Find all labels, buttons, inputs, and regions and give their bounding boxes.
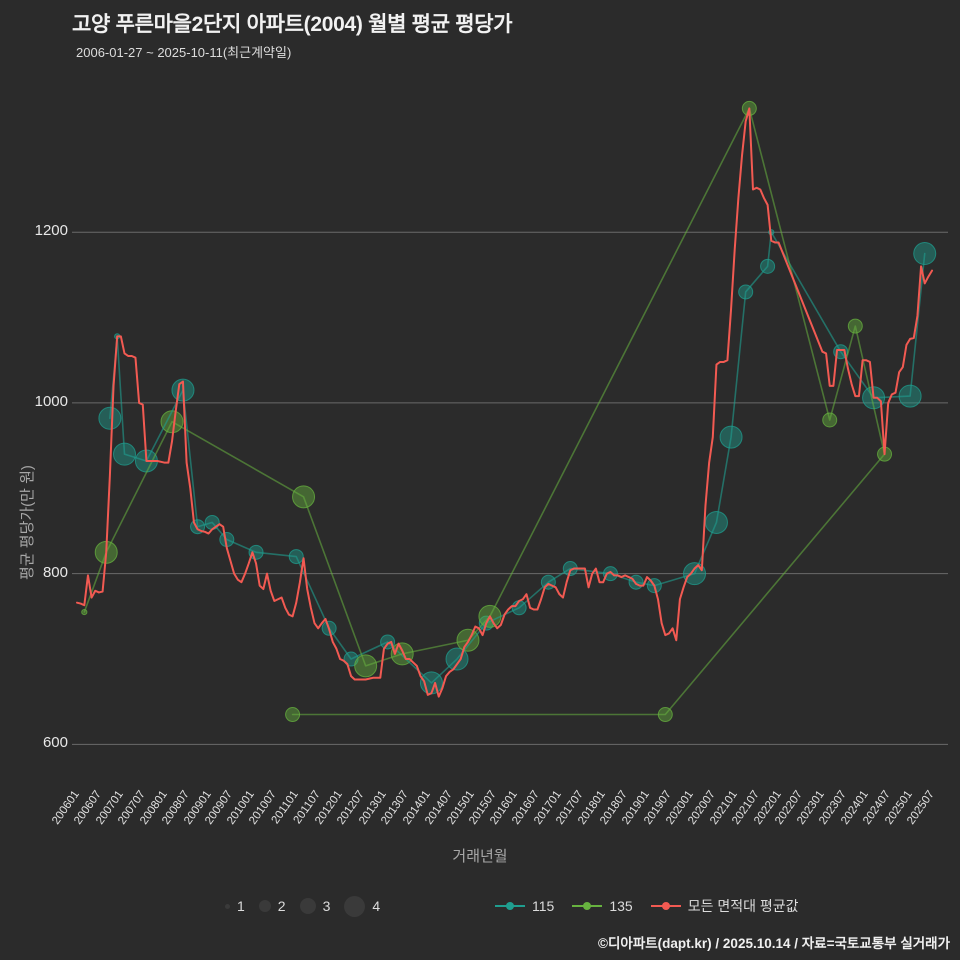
series-115-line: [109, 231, 926, 684]
legend-bubble-icon: [344, 895, 366, 917]
legend-line-icon: [572, 900, 603, 912]
legend-size-item: 1: [225, 898, 245, 914]
legend-size-item: 3: [299, 898, 331, 914]
legend-line-icon: [495, 900, 525, 912]
page-title: 고양 푸른마을2단지 아파트(2004) 월별 평균 평당가: [72, 13, 513, 36]
legend-size-label: 4: [372, 898, 381, 914]
chart-subtitle: 2006-01-27 ~ 2025-10-11(최근계약일): [76, 45, 292, 60]
legend-size-label: 2: [277, 898, 286, 914]
legend-size-item: 2: [258, 898, 286, 914]
legend-size-label: 1: [237, 898, 245, 914]
chart-svg: [72, 100, 948, 745]
y-axis-tick-labels: 600 800 1000 1200: [0, 0, 68, 960]
y-tick-label: 800: [42, 563, 68, 581]
legend: 1 2 3 4 115 135 모든 면적대 평균값: [0, 893, 960, 919]
legend-series-label: 135: [609, 898, 633, 914]
series-average-line: [76, 107, 934, 698]
legend-line-icon: [650, 900, 681, 912]
legend-series-label: 모든 면적대 평균값: [687, 898, 799, 914]
legend-size-item: 4: [344, 895, 381, 917]
legend-bubble-icon: [258, 900, 271, 912]
legend-size-group: 1 2 3 4: [225, 893, 394, 919]
gridlines: [72, 231, 948, 745]
legend-series-group: 115 135 모든 면적대 평균값: [495, 893, 817, 919]
x-axis-title: 거래년월: [452, 848, 508, 865]
legend-series-item[interactable]: 모든 면적대 평균값: [650, 896, 799, 916]
y-tick-label: 1000: [34, 392, 68, 410]
footer-credit: ©디아파트(dapt.kr) / 2025.10.14 / 자료=국토교통부 실…: [598, 936, 950, 951]
legend-bubble-icon: [225, 903, 230, 909]
y-tick-label: 600: [42, 734, 68, 752]
legend-size-label: 3: [322, 898, 331, 914]
legend-series-item[interactable]: 135: [572, 898, 633, 914]
legend-series-item[interactable]: 115: [495, 898, 554, 914]
y-tick-label: 1200: [34, 222, 68, 240]
legend-series-label: 115: [532, 898, 555, 914]
plot-area: [72, 70, 948, 770]
legend-bubble-icon: [299, 898, 316, 914]
